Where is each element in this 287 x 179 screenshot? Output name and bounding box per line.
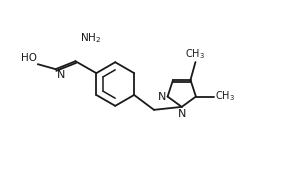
Text: N: N <box>158 92 166 101</box>
Text: N: N <box>57 70 65 80</box>
Text: N: N <box>178 109 186 119</box>
Text: CH$_3$: CH$_3$ <box>185 47 205 61</box>
Text: NH$_2$: NH$_2$ <box>80 32 102 45</box>
Text: CH$_3$: CH$_3$ <box>215 90 235 103</box>
Text: HO: HO <box>21 53 37 63</box>
